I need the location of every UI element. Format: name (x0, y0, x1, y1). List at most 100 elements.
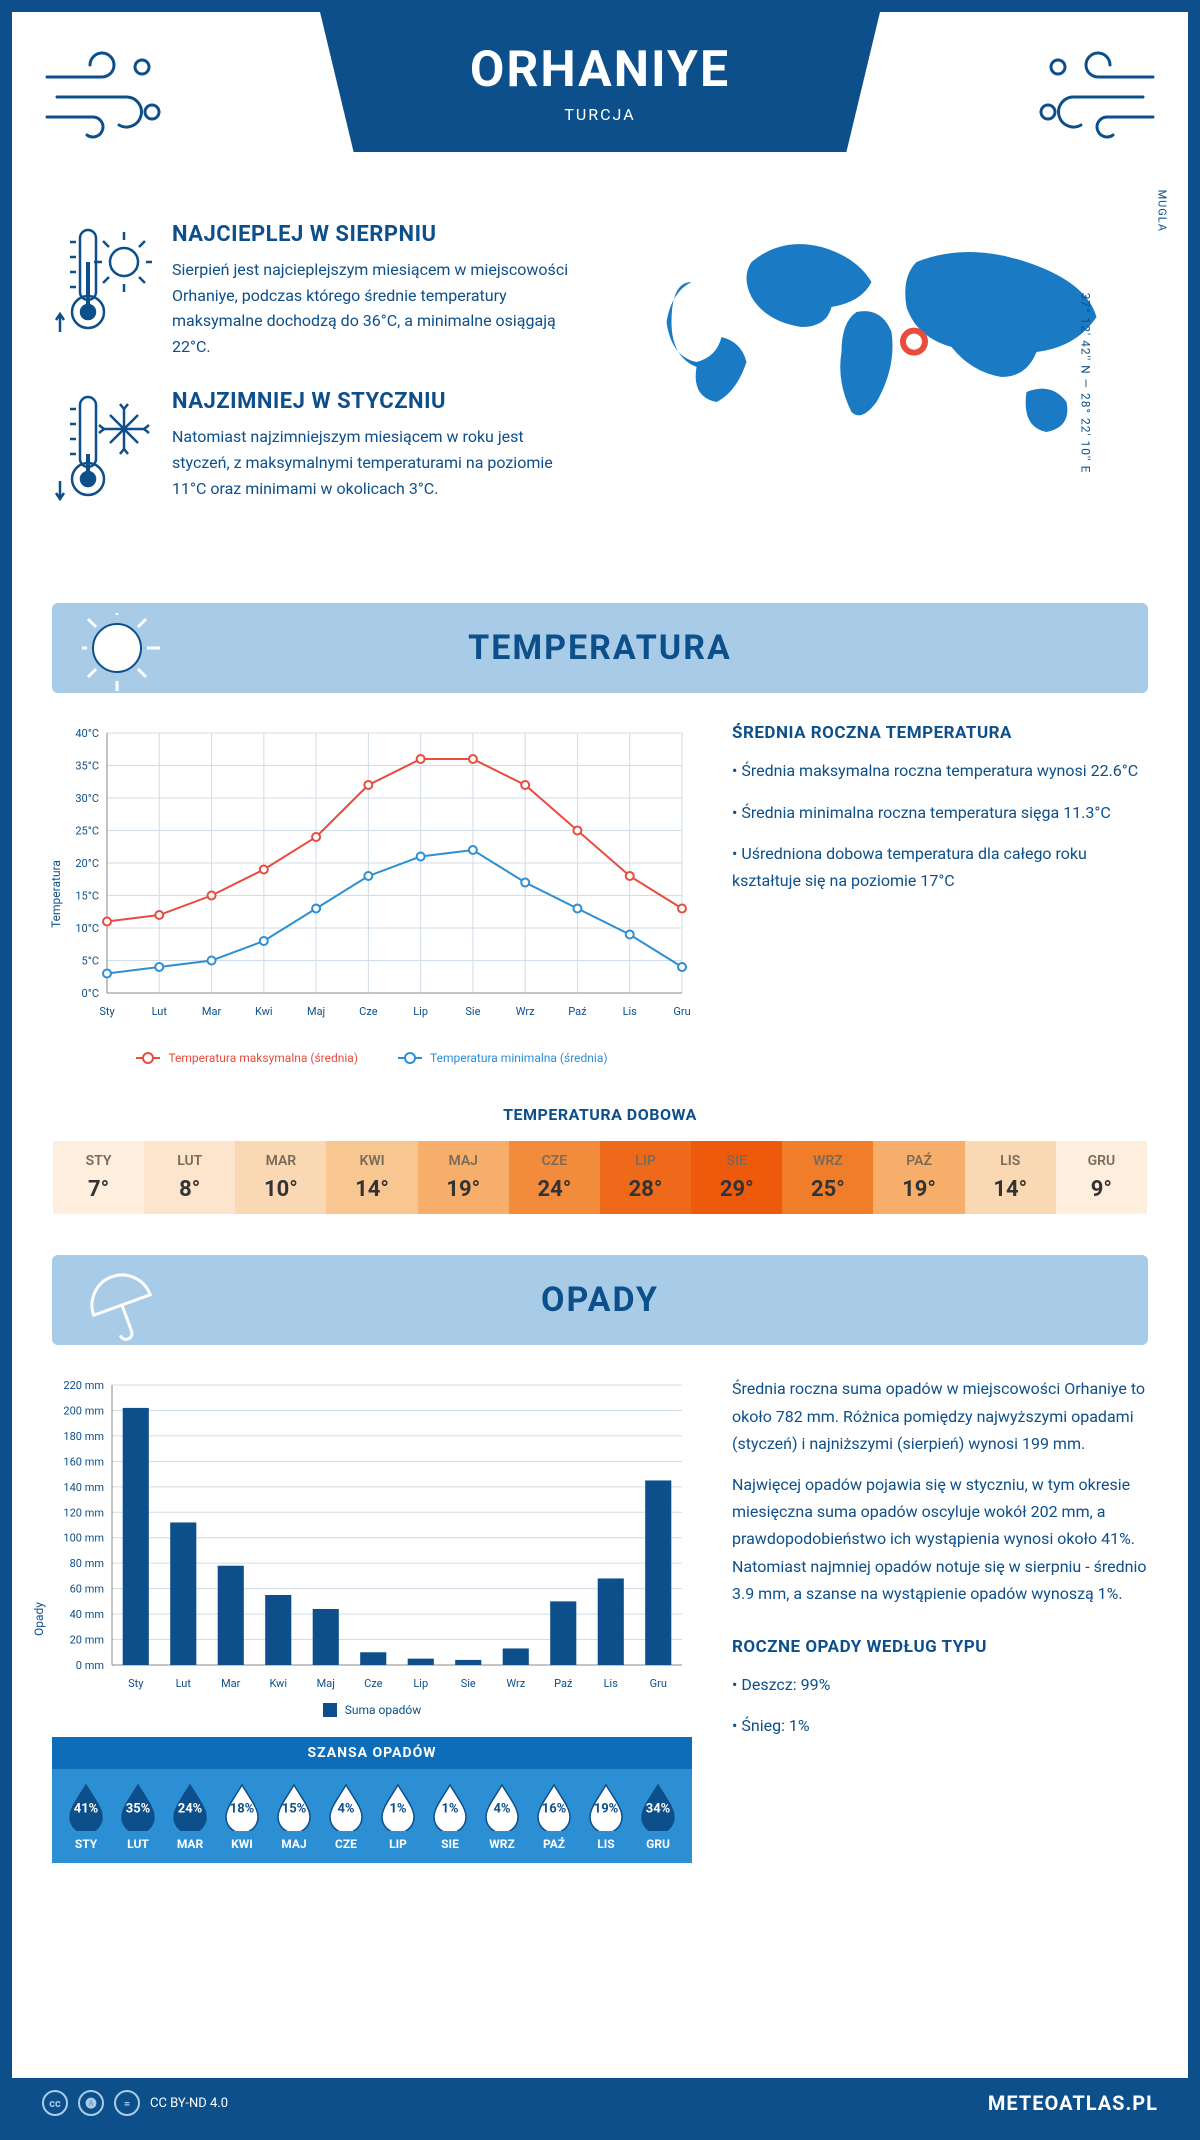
cc-icon: cc (42, 2090, 68, 2116)
temp-bullet: • Średnia maksymalna roczna temperatura … (732, 757, 1148, 784)
legend-swatch-min (398, 1057, 422, 1059)
svg-text:40°C: 40°C (75, 727, 99, 740)
footer: cc 🅐 = CC BY-ND 4.0 METEOATLAS.PL (12, 2078, 1188, 2128)
chance-title: SZANSA OPADÓW (52, 1737, 692, 1769)
legend-max-label: Temperatura maksymalna (średnia) (168, 1051, 358, 1065)
chance-strip: SZANSA OPADÓW 41%STY35%LUT24%MAR18%KWI15… (52, 1737, 692, 1863)
temp-y-axis-label: Temperatura (49, 860, 63, 928)
svg-text:Wrz: Wrz (506, 1677, 525, 1690)
precip-paragraph: Średnia roczna suma opadów w miejscowośc… (732, 1375, 1148, 1457)
precip-paragraph: Najwięcej opadów pojawia się w styczniu,… (732, 1471, 1148, 1607)
nd-icon: = (114, 2090, 140, 2116)
cold-title: NAJZIMNIEJ W STYCZNIU (172, 389, 585, 414)
chance-cell: 1%LIP (372, 1781, 424, 1851)
chance-cell: 15%MAJ (268, 1781, 320, 1851)
temperature-legend: Temperatura maksymalna (średnia) Tempera… (52, 1051, 692, 1065)
daily-month-label: PAŹ (873, 1153, 964, 1169)
chance-month-label: STY (60, 1837, 112, 1851)
daily-value: 28° (600, 1177, 691, 1202)
umbrella-icon (82, 1265, 162, 1345)
svg-text:Mar: Mar (221, 1677, 241, 1690)
country-name: TURCJA (564, 105, 635, 124)
by-icon: 🅐 (78, 2090, 104, 2116)
drop-icon: 34% (638, 1781, 678, 1831)
drop-icon: 16% (534, 1781, 574, 1831)
bytype-item: • Śnieg: 1% (732, 1712, 1148, 1739)
svg-text:Sty: Sty (99, 1005, 115, 1018)
chance-cell: 1%SIE (424, 1781, 476, 1851)
chance-cell: 19% LIS (580, 1781, 632, 1851)
wind-icon-left (42, 42, 182, 142)
svg-text:10°C: 10°C (75, 922, 99, 935)
daily-cell: SIE29° (691, 1141, 782, 1214)
svg-text:Gru: Gru (673, 1005, 690, 1018)
daily-month-label: WRZ (782, 1153, 873, 1169)
brand-label: METEOATLAS.PL (988, 2091, 1158, 2115)
daily-month-label: LIS (965, 1153, 1056, 1169)
chance-cell: 35%LUT (112, 1781, 164, 1851)
svg-text:80 mm: 80 mm (70, 1558, 104, 1571)
svg-text:Lis: Lis (623, 1005, 638, 1018)
svg-text:30°C: 30°C (75, 792, 99, 805)
precip-bar-chart: 0 mm20 mm40 mm60 mm80 mm100 mm120 mm140 … (52, 1375, 692, 1695)
precip-description: Średnia roczna suma opadów w miejscowośc… (732, 1375, 1148, 1863)
daily-value: 19° (873, 1177, 964, 1202)
temp-bullet: • Średnia minimalna roczna temperatura s… (732, 799, 1148, 826)
daily-cell: CZE 24° (509, 1141, 600, 1214)
drop-icon: 41% (66, 1781, 106, 1831)
precip-legend: Suma opadów (52, 1703, 692, 1717)
chance-month-label: WRZ (476, 1837, 528, 1851)
daily-temp-title: TEMPERATURA DOBOWA (12, 1105, 1188, 1124)
daily-value: 24° (509, 1177, 600, 1202)
world-map-svg (615, 222, 1148, 482)
svg-text:Gru: Gru (650, 1677, 667, 1690)
sun-icon (82, 613, 162, 693)
temperature-banner: TEMPERATURA (52, 603, 1148, 693)
chance-month-label: MAR (164, 1837, 216, 1851)
daily-cell: PAŹ 19° (873, 1141, 964, 1214)
chance-month-label: SIE (424, 1837, 476, 1851)
daily-cell: LIP28° (600, 1141, 691, 1214)
daily-month-label: MAJ (418, 1153, 509, 1169)
svg-text:35°C: 35°C (75, 760, 99, 773)
thermometer-cold-icon (52, 389, 152, 513)
daily-month-label: KWI (326, 1153, 417, 1169)
chance-month-label: LIS (580, 1837, 632, 1851)
svg-text:0°C: 0°C (82, 987, 99, 1000)
daily-value: 29° (691, 1177, 782, 1202)
svg-text:Wrz: Wrz (516, 1005, 535, 1018)
legend-precip-label: Suma opadów (345, 1703, 422, 1717)
svg-text:Kwi: Kwi (269, 1677, 287, 1690)
svg-text:Mar: Mar (202, 1005, 222, 1018)
daily-cell: GRU9° (1056, 1141, 1147, 1214)
daily-month-label: MAR (235, 1153, 326, 1169)
daily-month-label: GRU (1056, 1153, 1147, 1169)
coldest-block: NAJZIMNIEJ W STYCZNIU Natomiast najzimni… (52, 389, 585, 513)
svg-text:220 mm: 220 mm (63, 1379, 104, 1392)
drop-icon: 24% (170, 1781, 210, 1831)
chance-month-label: LUT (112, 1837, 164, 1851)
chance-month-label: KWI (216, 1837, 268, 1851)
chance-cell: 34%GRU (632, 1781, 684, 1851)
drop-icon: 19% (586, 1781, 626, 1831)
daily-value: 14° (965, 1177, 1056, 1202)
svg-text:Cze: Cze (364, 1677, 383, 1690)
svg-text:Lut: Lut (152, 1005, 168, 1018)
svg-text:Lut: Lut (176, 1677, 192, 1690)
drop-icon: 4% (482, 1781, 522, 1831)
svg-text:15°C: 15°C (75, 890, 99, 903)
svg-text:Kwi: Kwi (255, 1005, 273, 1018)
hottest-block: sadas NAJCIEPLEJ W SIERPNIU Sierpień jes… (52, 222, 585, 359)
svg-text:100 mm: 100 mm (63, 1532, 104, 1545)
svg-text:20 mm: 20 mm (70, 1634, 104, 1647)
svg-text:Lip: Lip (413, 1677, 428, 1690)
city-name: ORHANIYE (470, 41, 730, 99)
hot-body: Sierpień jest najcieplejszym miesiącem w… (172, 257, 585, 359)
daily-month-label: CZE (509, 1153, 600, 1169)
svg-text:Lis: Lis (604, 1677, 619, 1690)
chance-cell: 16%PAŹ (528, 1781, 580, 1851)
hot-title: NAJCIEPLEJ W SIERPNIU (172, 222, 585, 247)
legend-swatch-max (136, 1057, 160, 1059)
header: ORHANIYE TURCJA (12, 12, 1188, 192)
world-map: MUGLA 37° 12' 42'' N — 28° 22' 10'' E (615, 222, 1148, 543)
